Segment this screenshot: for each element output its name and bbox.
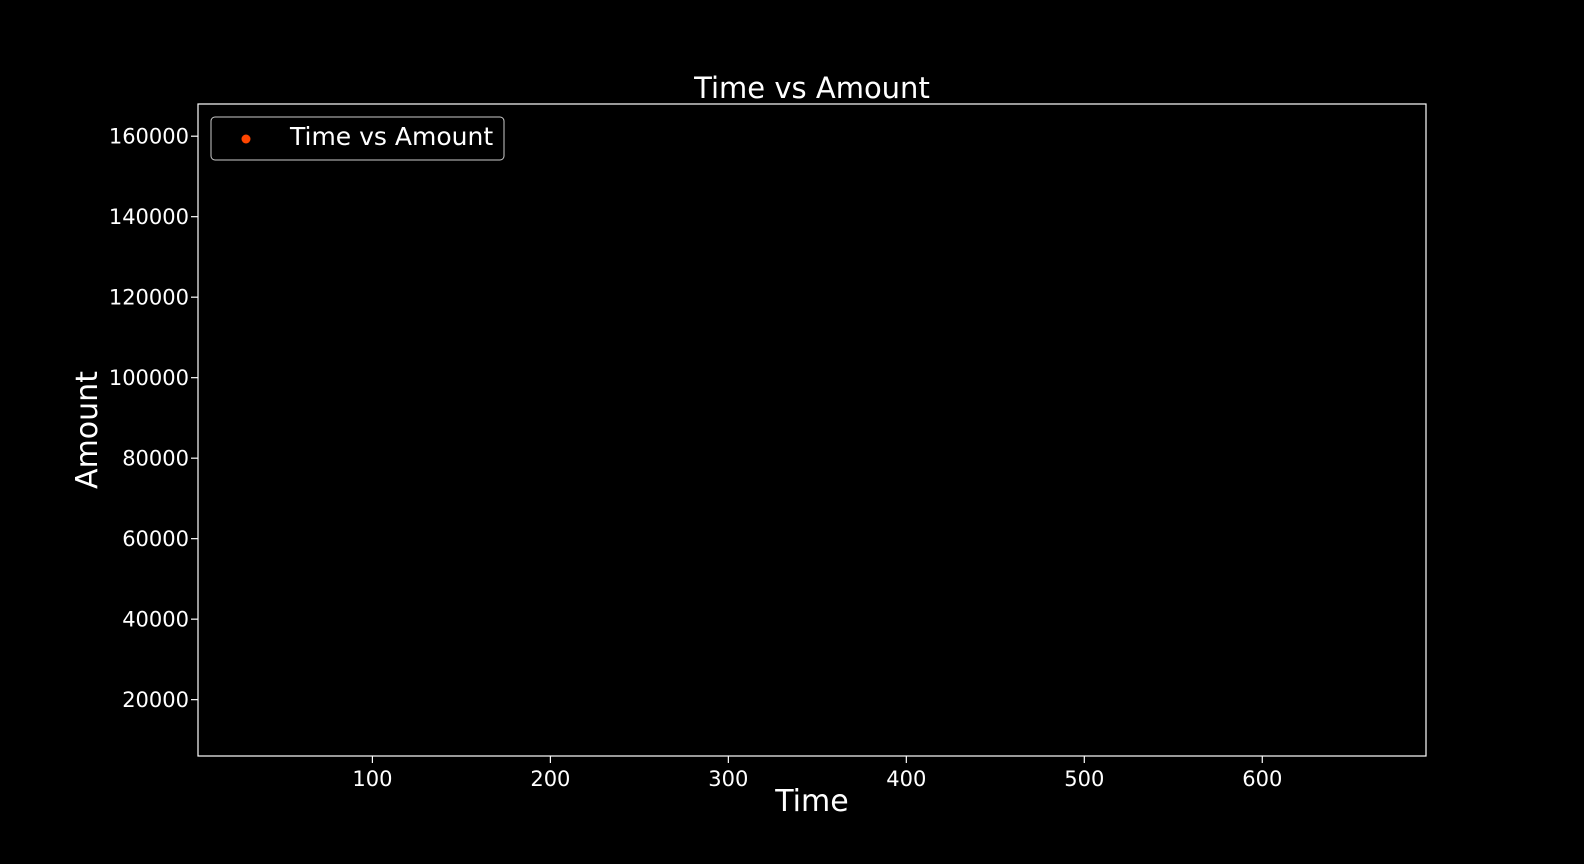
x-tick-label: 400 — [886, 767, 926, 791]
x-axis-ticks: 100 200 300 400 500 600 — [352, 756, 1282, 791]
x-tick-label: 500 — [1064, 767, 1104, 791]
x-tick-label: 600 — [1242, 767, 1282, 791]
y-axis-ticks: 20000 40000 60000 80000 100000 120000 140000 16… — [109, 125, 198, 712]
x-tick-label: 200 — [530, 767, 570, 791]
y-tick-label: 140000 — [109, 205, 189, 229]
y-tick-label: 60000 — [122, 527, 189, 551]
chart-title: Time vs Amount — [693, 71, 930, 105]
y-tick-label: 100000 — [109, 366, 189, 390]
plot-area-frame — [197, 103, 1427, 757]
y-tick-label: 120000 — [109, 286, 189, 310]
y-tick-label: 80000 — [122, 447, 189, 471]
x-tick-label: 100 — [352, 767, 392, 791]
y-tick-label: 20000 — [122, 688, 189, 712]
legend-frame — [210, 116, 505, 161]
y-tick-label: 40000 — [122, 608, 189, 632]
legend: Time vs Amount — [210, 116, 505, 161]
y-axis-title: Amount — [70, 371, 105, 489]
x-axis-title: Time — [774, 784, 848, 819]
x-tick-label: 300 — [708, 767, 748, 791]
legend-label: Time vs Amount — [289, 122, 493, 151]
legend-marker-icon — [241, 134, 251, 144]
y-tick-label: 160000 — [109, 125, 189, 149]
